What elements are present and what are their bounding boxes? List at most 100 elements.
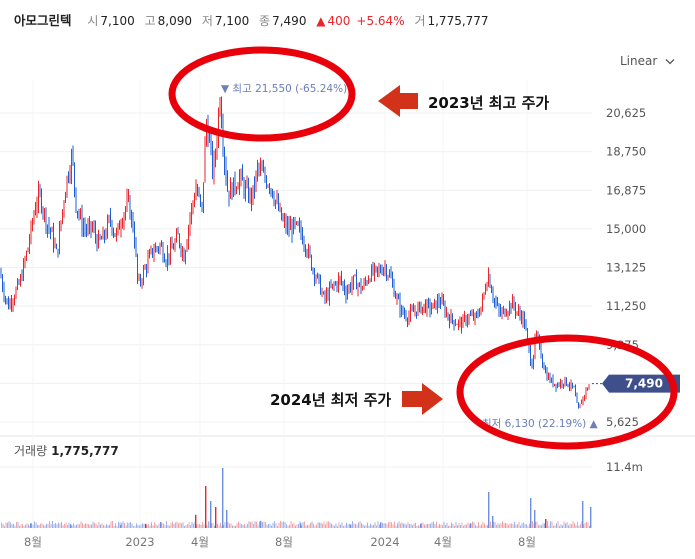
volume-bar [181, 523, 182, 528]
volume-bar [55, 522, 56, 528]
volume-bar [518, 522, 520, 528]
volume-bar [496, 524, 497, 528]
volume-bar [331, 523, 332, 528]
volume-bar [401, 522, 403, 528]
volume-bar [157, 525, 158, 528]
volume-bar [520, 525, 521, 528]
volume-bar [557, 521, 559, 528]
volume-bar [274, 521, 275, 528]
volume-bar [413, 523, 415, 528]
volume-bar [433, 521, 434, 528]
volume-bar [115, 522, 116, 528]
volume-bar [49, 521, 50, 528]
left-arrow-icon [378, 85, 418, 117]
volume-bar [70, 524, 72, 528]
volume-bar [32, 524, 34, 528]
change-percent: +5.64% [356, 14, 405, 28]
volume-bar [340, 524, 341, 528]
volume-bar [124, 522, 125, 528]
volume-bar [410, 523, 412, 528]
volume-bar [451, 522, 452, 528]
volume-bar [566, 522, 568, 528]
volume-bar [577, 521, 578, 528]
volume-bar [590, 507, 592, 528]
volume-bar [551, 521, 553, 528]
volume-bar [44, 525, 46, 528]
volume-bar [431, 522, 433, 528]
volume-bar [61, 521, 62, 528]
volume-bar [287, 525, 289, 528]
volume-bar [1, 522, 2, 528]
volume-bar [338, 522, 340, 528]
volume-bar [385, 523, 386, 528]
volume-bar [185, 525, 187, 528]
volume-bar [548, 525, 550, 528]
volume-bar [244, 523, 245, 528]
volume-bar [350, 524, 352, 528]
volume-bar [397, 523, 398, 528]
volume-bar [439, 524, 440, 528]
volume-bar [490, 521, 491, 528]
volume-bar [104, 525, 106, 528]
y-tick-label: 15,000 [606, 222, 646, 236]
volume-bar [256, 521, 257, 528]
volume-bar [137, 524, 139, 528]
volume-bar [373, 524, 374, 528]
volume-bar [83, 524, 85, 528]
volume-bar [8, 521, 10, 528]
volume-bar [355, 523, 356, 528]
volume-bar [91, 524, 92, 528]
volume-bar [263, 521, 265, 528]
volume-bar [34, 521, 35, 528]
volume-bar [403, 523, 404, 528]
volume-bar [164, 525, 166, 528]
volume-bar [527, 525, 529, 528]
x-tick-label: 2024 [370, 535, 399, 549]
annotation-low-note: 2024년 최저 주가 [270, 391, 391, 409]
scale-dropdown[interactable]: Linear [620, 54, 675, 68]
volume-bar [449, 525, 451, 528]
volume-bar [386, 524, 388, 528]
volume-bar [334, 525, 335, 528]
volume-bar [428, 523, 430, 528]
volume-bar [196, 524, 197, 528]
volume-bar [440, 524, 442, 528]
volume-bar [31, 523, 32, 528]
volume-bar [215, 507, 217, 528]
volume-bar [544, 523, 545, 528]
volume-bar [143, 523, 145, 528]
volume-bar [98, 522, 100, 528]
volume-panel-value: 1,775,777 [51, 444, 119, 458]
volume-bar [316, 524, 317, 528]
x-tick-label: 8월 [24, 535, 42, 549]
volume-bar [322, 523, 323, 528]
volume-bar [506, 523, 508, 528]
volume-bar [41, 523, 43, 528]
volume-bar [310, 522, 311, 528]
volume-bar [452, 524, 454, 528]
volume-bar [50, 524, 52, 528]
volume-bar [415, 522, 416, 528]
volume-bar [112, 521, 113, 528]
close-value: 7,490 [272, 14, 307, 28]
volume-bar [236, 523, 238, 528]
candles-group [0, 96, 590, 409]
last-price-tag [602, 374, 680, 393]
volume-bar [332, 525, 334, 528]
volume-bar [460, 524, 461, 528]
volume-axis-tick: 11.4m [606, 460, 643, 474]
volume-bar [436, 521, 437, 528]
high-marker-label: ▼ 최고 21,550 (-65.24%) [221, 83, 347, 95]
volume-bar [212, 523, 214, 528]
volume-bar [260, 520, 262, 528]
volume-bar [416, 525, 418, 528]
volume-bar [530, 498, 532, 528]
volume-bar [169, 525, 170, 528]
volume-bar [254, 521, 256, 528]
x-tick-label: 2023 [125, 535, 154, 549]
volume-bar [547, 521, 548, 528]
volume-bar [220, 522, 221, 528]
volume-bars-group [1, 468, 592, 528]
